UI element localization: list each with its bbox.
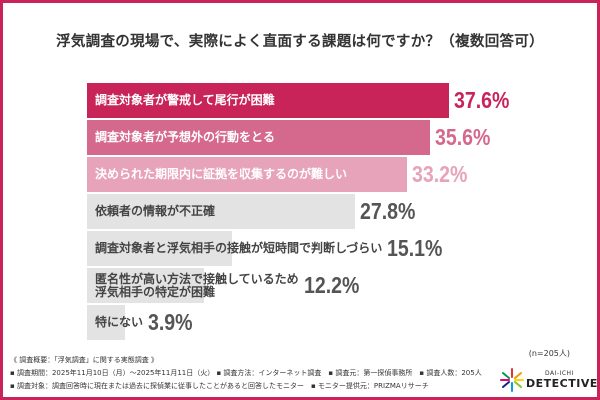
value-label: 33.2% [412,161,468,187]
bar-row: 決められた期限内に証拠を収集するのが難しい 33.2% [87,157,567,192]
sample-size: (n=205人) [528,349,570,358]
category-label: 匿名性が高い方法で接触しているため 浮気相手の特定が困難 [95,271,299,299]
bar [87,83,450,118]
category-label: 決められた期限内に証拠を収集するのが難しい [95,167,348,181]
chart-title: 浮気調査の現場で、実際によく直面する課題は何ですか？（複数回答可） [56,34,544,50]
bar-row: 調査対象者が警戒して尾行が困難 37.6% [87,83,567,118]
value-label: 12.2% [304,272,360,298]
bar [87,194,355,229]
bar [87,305,125,340]
value-label: 27.8% [360,198,416,224]
survey-overview: 《 調査概要：「浮気調査」に関する実態調査 》 [10,356,158,364]
bar [87,157,407,192]
bar-row: 特にない 3.9% [87,305,567,340]
category-label: 特にない [95,315,144,329]
logo-text-small: DAI-ICHI [545,370,574,377]
survey-target: ▪ 調査対象：調査回答時に現在または過去に探偵業に従事したことがあると回答したモ… [10,382,429,390]
bar-row: 調査対象者が予想外の行動をとる 35.6% [87,120,567,155]
value-label: 37.6% [454,87,510,113]
category-label: 依頼者の情報が不正確 [95,204,216,218]
value-label: 35.6% [435,124,491,150]
survey-details: ▪ 調査期間：2025年11月10日（月）～2025年11月11日（火） ▪ 調… [10,369,482,377]
logo-burst-icon [500,368,524,392]
category-label: 調査対象者が警戒して尾行が困難 [95,93,275,107]
value-label: 3.9% [148,309,193,335]
bar-row: 依頼者の情報が不正確 27.8% [87,194,567,229]
bar [87,120,430,155]
category-label: 調査対象者が予想外の行動をとる [95,130,276,144]
category-label: 調査対象者と浮気相手の接触が短時間で判断しづらい [95,241,383,255]
value-label: 15.1% [387,235,443,261]
bar [87,231,233,266]
logo-text: DETECTIVE [526,377,598,390]
bar-row: 匿名性が高い方法で接触しているため 浮気相手の特定が困難 12.2% [87,268,567,303]
bar [87,268,205,303]
bar-row: 調査対象者と浮気相手の接触が短時間で判断しづらい 15.1% [87,231,567,266]
